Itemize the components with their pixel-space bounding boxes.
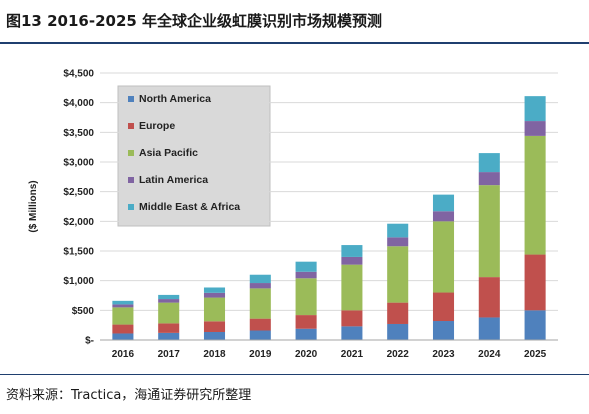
bar-segment	[432, 321, 455, 340]
bars	[112, 96, 546, 340]
y-tick-label: $2,500	[63, 187, 94, 198]
bar-segment	[387, 246, 409, 303]
bar-segment	[203, 292, 226, 298]
bar-segment	[112, 300, 134, 305]
bar-segment	[341, 264, 363, 311]
legend-label: Middle East & Africa	[139, 201, 240, 213]
bar-segment	[341, 310, 363, 327]
bar-segment	[432, 194, 455, 212]
x-tick-label: 2021	[341, 349, 364, 360]
y-axis-title: ($ Millions)	[28, 180, 39, 232]
bar-segment	[432, 211, 455, 222]
y-tick-label: $3,500	[63, 128, 94, 139]
bar-segment	[478, 153, 500, 173]
bar-segment	[387, 237, 409, 247]
footer-divider	[0, 374, 589, 375]
bar-segment	[112, 324, 134, 334]
legend-label: Latin America	[139, 174, 208, 186]
chart-title: 图13 2016-2025 年全球企业级虹膜识别市场规模预测	[6, 12, 383, 30]
bar-segment	[158, 332, 180, 340]
bar-segment	[478, 185, 500, 278]
bar-segment	[341, 245, 363, 257]
bar-segment	[249, 274, 271, 284]
bar-segment	[432, 292, 455, 322]
y-axis-ticks: $- $500 $1,000 $1,500 $2,000 $2,500 $3,000 $3,5…	[63, 69, 94, 347]
bar-segment	[524, 135, 546, 255]
y-tick-label: $-	[85, 336, 94, 347]
x-tick-label: 2018	[203, 349, 226, 360]
bar-segment	[158, 294, 180, 300]
bar-segment	[158, 299, 180, 303]
x-axis-ticks: 2016 2017 2018 2019 2020 2021 2022 2023 2024 2025	[112, 349, 547, 360]
source-note: 资料来源：Tractica，海通证券研究所整理	[6, 388, 252, 403]
bar-segment	[295, 271, 317, 279]
bar-segment	[295, 315, 317, 329]
bar-segment	[524, 254, 546, 311]
bar-segment	[203, 297, 226, 322]
bar-segment	[524, 96, 546, 122]
bar-segment	[341, 326, 363, 340]
bar-segment	[295, 261, 317, 272]
bar-segment	[387, 323, 409, 340]
bar-segment	[249, 283, 271, 289]
x-tick-label: 2017	[158, 349, 181, 360]
bar-segment	[478, 317, 500, 340]
legend: North America Europe Asia Pacific Latin Ame…	[128, 93, 240, 213]
legend-swatch	[128, 96, 134, 102]
bar-segment	[249, 318, 271, 331]
y-tick-label: $1,500	[63, 247, 94, 258]
legend-swatch	[128, 150, 134, 156]
y-tick-label: $2,000	[63, 217, 94, 228]
bar-segment	[478, 172, 500, 186]
x-tick-label: 2022	[387, 349, 410, 360]
bar-segment	[478, 277, 500, 318]
y-tick-label: $4,000	[63, 98, 94, 109]
x-tick-label: 2024	[478, 349, 501, 360]
bar-segment	[112, 307, 134, 325]
x-tick-label: 2020	[295, 349, 318, 360]
y-tick-label: $3,000	[63, 158, 94, 169]
y-tick-label: $500	[72, 306, 95, 317]
bar-segment	[203, 321, 226, 332]
legend-label: Europe	[139, 120, 175, 132]
stacked-bar-chart: $- $500 $1,000 $1,500 $2,000 $2,500 $3,000 $3,5…	[28, 69, 558, 360]
y-tick-label: $1,000	[63, 276, 94, 287]
bar-segment	[387, 302, 409, 324]
legend-box	[117, 85, 271, 227]
x-tick-label: 2023	[432, 349, 455, 360]
bar-segment	[432, 221, 455, 293]
bar-segment	[158, 302, 180, 324]
bar-segment	[112, 304, 134, 308]
legend-label: Asia Pacific	[139, 147, 198, 159]
x-tick-label: 2025	[524, 349, 547, 360]
x-tick-label: 2016	[112, 349, 135, 360]
bar-segment	[249, 330, 271, 340]
bar-segment	[524, 310, 546, 340]
bar-segment	[112, 333, 134, 340]
y-tick-label: $4,500	[63, 69, 94, 80]
legend-swatch	[128, 177, 134, 183]
bar-segment	[203, 287, 226, 293]
bar-segment	[158, 323, 180, 333]
bar-segment	[203, 331, 226, 340]
title-divider	[0, 42, 589, 44]
bar-segment	[295, 328, 317, 340]
bar-segment	[341, 256, 363, 265]
x-tick-label: 2019	[249, 349, 272, 360]
legend-swatch	[128, 204, 134, 210]
bar-segment	[387, 223, 409, 238]
bar-segment	[249, 288, 271, 319]
legend-swatch	[128, 123, 134, 129]
bar-segment	[524, 121, 546, 136]
bar-segment	[295, 278, 317, 316]
legend-label: North America	[139, 93, 211, 105]
